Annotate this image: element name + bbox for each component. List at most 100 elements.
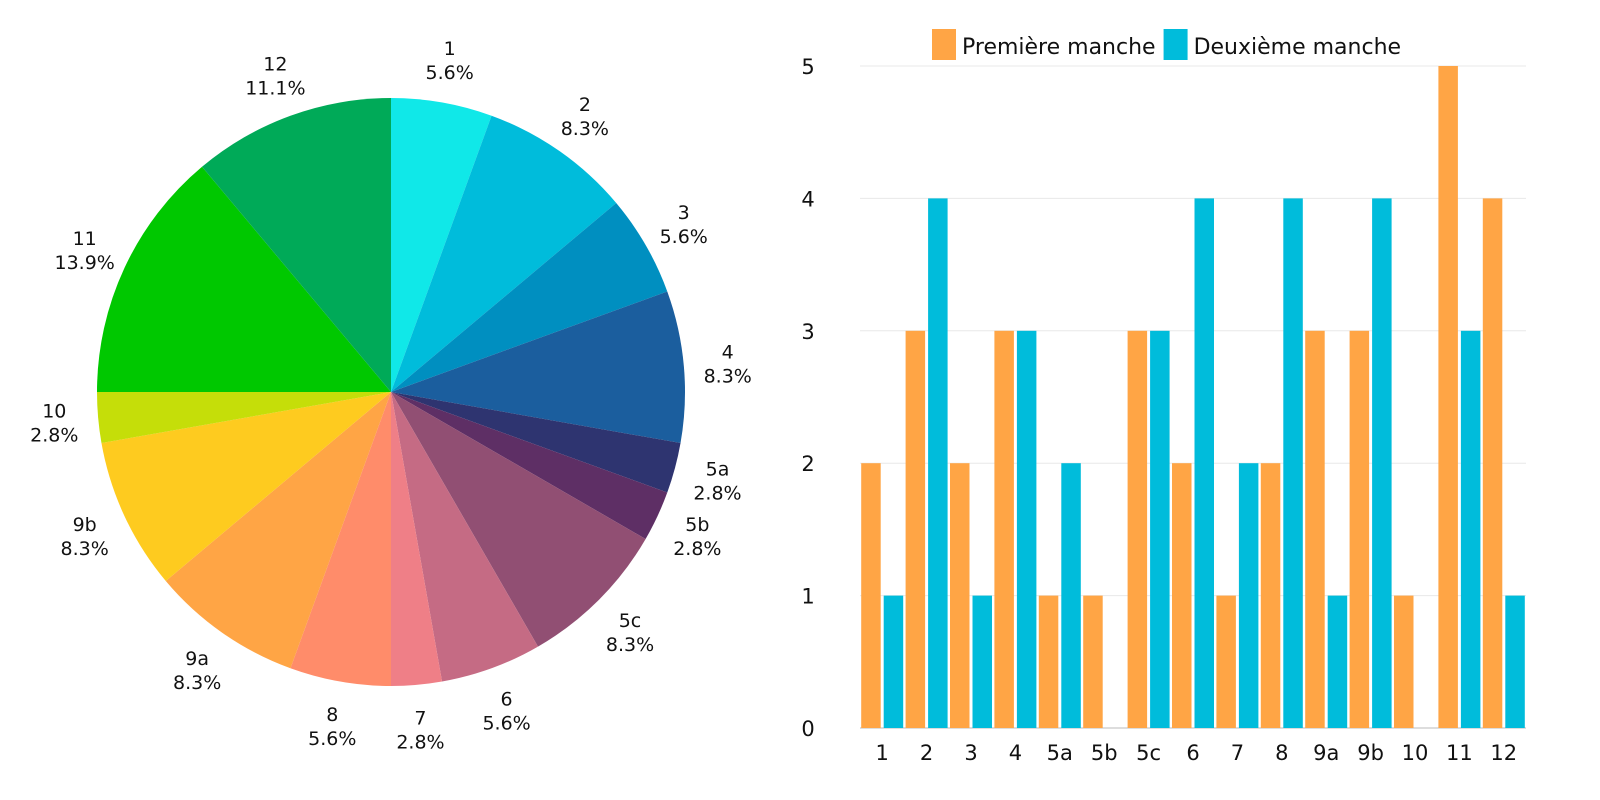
pie-percent-label: 8.3% <box>561 118 609 140</box>
bar-deuxieme-5c <box>1150 330 1170 728</box>
pie-percent-label: 8.3% <box>606 634 654 656</box>
x-tick-label: 12 <box>1490 741 1517 765</box>
pie-label: 8 <box>326 704 338 726</box>
pie-percent-label: 2.8% <box>30 424 78 446</box>
pie-label: 1 <box>444 38 456 60</box>
bar-premiere-4 <box>994 330 1014 728</box>
pie-percent-label: 5.6% <box>660 226 708 248</box>
bar-premiere-5c <box>1127 330 1148 728</box>
legend-label: Première manche <box>962 35 1156 60</box>
pie-percent-label: 8.3% <box>173 672 221 694</box>
pie-percent-label: 5.6% <box>308 728 356 750</box>
pie-percent-label: 5.6% <box>426 62 474 84</box>
pie-slice-12 <box>202 98 391 392</box>
pie-slice-9b <box>101 392 391 581</box>
x-tick-label: 1 <box>876 741 889 765</box>
bar-deuxieme-12 <box>1505 595 1525 728</box>
x-tick-label: 5c <box>1136 741 1161 765</box>
pie-percent-label: 13.9% <box>54 252 114 274</box>
bar-deuxieme-1 <box>883 595 904 728</box>
x-tick-label: 7 <box>1231 741 1244 765</box>
bar-deuxieme-7 <box>1238 463 1259 728</box>
y-tick-label: 0 <box>801 717 814 741</box>
pie-slice-6 <box>391 392 538 682</box>
bar-premiere-5a <box>1038 595 1059 728</box>
pie-percent-label: 8.3% <box>704 366 752 388</box>
y-tick-label: 5 <box>801 55 814 79</box>
legend-swatch <box>932 29 956 60</box>
pie-label: 6 <box>501 689 513 711</box>
bar-premiere-12 <box>1482 198 1503 728</box>
bar-deuxieme-9b <box>1372 198 1392 728</box>
y-tick-label: 2 <box>801 452 814 476</box>
pie-percent-label: 11.1% <box>245 77 305 99</box>
pie-slice-11 <box>97 166 391 392</box>
pie-slice-3 <box>391 203 668 392</box>
x-tick-label: 5a <box>1047 741 1073 765</box>
bar-premiere-6 <box>1172 463 1192 728</box>
pie-percent-label: 5.6% <box>482 713 530 735</box>
bar-deuxieme-5a <box>1061 463 1081 728</box>
pie-percent-label: 2.8% <box>396 732 444 754</box>
bar-premiere-8 <box>1260 463 1281 728</box>
pie-label: 5a <box>706 458 730 480</box>
pie-label: 4 <box>722 342 734 364</box>
pie-slice-1 <box>391 98 492 392</box>
legend-label: Deuxième manche <box>1194 35 1401 60</box>
x-tick-label: 4 <box>1009 741 1022 765</box>
x-tick-label: 2 <box>920 741 933 765</box>
pie-slice-2 <box>391 115 617 392</box>
pie-label: 3 <box>678 202 690 224</box>
pie-slice-4 <box>391 291 685 444</box>
bar-deuxieme-3 <box>972 595 992 728</box>
legend-swatch <box>1163 29 1188 60</box>
bar-deuxieme-6 <box>1194 198 1214 728</box>
pie-slice-5b <box>391 392 668 539</box>
pie-slice-5a <box>391 392 681 493</box>
x-tick-label: 11 <box>1446 741 1473 765</box>
bar-deuxieme-2 <box>928 198 948 728</box>
x-tick-label: 3 <box>964 741 977 765</box>
pie-label: 11 <box>73 228 97 250</box>
x-tick-label: 10 <box>1402 741 1429 765</box>
pie-percent-label: 2.8% <box>693 482 741 504</box>
pie-label: 9a <box>185 648 209 670</box>
bar-premiere-9b <box>1349 330 1370 728</box>
bar-premiere-2 <box>905 330 926 728</box>
y-tick-label: 3 <box>801 320 814 344</box>
bar-premiere-3 <box>950 463 970 728</box>
pie-label: 5c <box>619 610 642 632</box>
x-tick-label: 8 <box>1275 741 1288 765</box>
bar-premiere-5b <box>1083 595 1103 728</box>
x-tick-label: 5b <box>1091 741 1118 765</box>
x-tick-label: 9b <box>1357 741 1384 765</box>
bar-premiere-1 <box>861 463 881 728</box>
pie-label: 2 <box>579 94 591 116</box>
bar-deuxieme-11 <box>1460 330 1481 728</box>
y-tick-label: 4 <box>801 187 814 211</box>
bar-premiere-10 <box>1394 595 1414 728</box>
pie-slice-8 <box>290 392 391 686</box>
x-tick-label: 6 <box>1186 741 1199 765</box>
pie-slice-9a <box>165 392 391 669</box>
x-tick-label: 9a <box>1313 741 1339 765</box>
pie-label: 9b <box>73 514 97 536</box>
pie-label: 10 <box>42 400 66 422</box>
pie-chart: 15.6%28.3%35.6%48.3%5a2.8%5b2.8%5c8.3%65… <box>30 38 752 754</box>
pie-label: 5b <box>685 514 709 536</box>
pie-slice-7 <box>391 392 443 686</box>
bar-premiere-7 <box>1216 595 1236 728</box>
pie-percent-label: 2.8% <box>673 538 721 560</box>
bar-premiere-9a <box>1305 330 1325 728</box>
pie-percent-label: 8.3% <box>61 538 109 560</box>
bar-deuxieme-4 <box>1016 330 1037 728</box>
y-tick-label: 1 <box>801 585 814 609</box>
pie-label: 7 <box>414 708 426 730</box>
bar-deuxieme-8 <box>1283 198 1303 728</box>
pie-label: 12 <box>263 53 287 75</box>
bar-premiere-11 <box>1438 66 1458 728</box>
pie-slice-10 <box>97 392 391 444</box>
bar-deuxieme-9a <box>1327 595 1348 728</box>
